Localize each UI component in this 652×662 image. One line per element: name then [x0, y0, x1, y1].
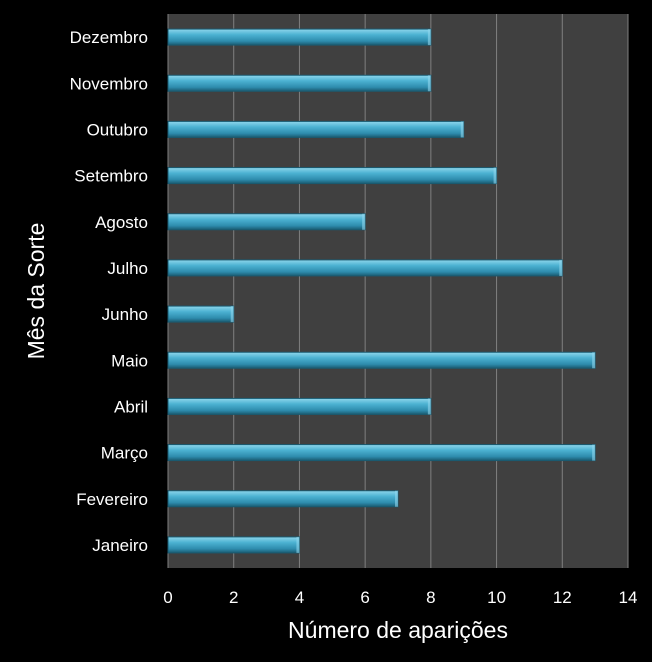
x-tick-label: 8: [426, 588, 435, 607]
bar-abril: [167, 397, 432, 415]
y-tick-label: Fevereiro: [76, 490, 148, 509]
bar-janeiro: [167, 536, 300, 554]
bar-fevereiro: [167, 490, 399, 508]
y-tick-label: Julho: [107, 259, 148, 278]
bar-end-cap: [493, 167, 497, 184]
bar-agosto: [167, 213, 366, 231]
bar-junho: [167, 305, 235, 323]
x-tick-label: 12: [553, 588, 572, 607]
x-tick-label: 2: [229, 588, 238, 607]
bar-end-cap: [592, 444, 596, 461]
bar-end-cap: [460, 121, 464, 138]
y-tick-label: Novembro: [70, 74, 148, 93]
x-axis-title: Número de aparições: [288, 617, 508, 643]
x-tick-label: 0: [163, 588, 172, 607]
bar-end-cap: [559, 259, 563, 276]
y-tick-label: Outubro: [87, 120, 148, 139]
x-axis-tick-labels: 0 2 4 6 8 10 12 14: [163, 588, 637, 607]
y-tick-label: Janeiro: [92, 536, 148, 555]
y-tick-label: Abril: [114, 397, 148, 416]
y-axis-tick-labels: Janeiro Fevereiro Março Abril Maio Junho Julho…: [70, 28, 148, 555]
bar-end-cap: [427, 75, 431, 92]
y-tick-label: Junho: [102, 305, 148, 324]
y-tick-label: Março: [101, 444, 148, 463]
bar-end-cap: [395, 490, 398, 507]
bar-end-cap: [592, 352, 596, 369]
y-tick-label: Agosto: [95, 213, 148, 232]
bar-end-cap: [230, 306, 234, 323]
bar-novembro: [167, 74, 432, 92]
x-tick-label: 10: [487, 588, 506, 607]
bar-end-cap: [362, 213, 366, 230]
bar-end-cap: [296, 536, 300, 553]
bar-end-cap: [427, 398, 431, 415]
x-tick-label: 14: [619, 588, 638, 607]
plot-area: [168, 14, 628, 568]
bar-setembro: [167, 167, 498, 185]
y-tick-label: Dezembro: [70, 28, 148, 47]
bar-julho: [167, 259, 563, 277]
bar-dezembro: [167, 28, 432, 46]
x-tick-label: 6: [360, 588, 369, 607]
y-tick-label: Maio: [111, 351, 148, 370]
bar-outubro: [167, 120, 465, 138]
bar-março: [167, 444, 596, 462]
bars: [167, 28, 596, 554]
y-tick-label: Setembro: [74, 167, 148, 186]
gridlines: [167, 14, 629, 568]
bar-maio: [167, 351, 596, 369]
bar-end-cap: [427, 29, 431, 46]
y-axis-title: Mês da Sorte: [23, 223, 49, 360]
x-tick-label: 4: [295, 588, 304, 607]
